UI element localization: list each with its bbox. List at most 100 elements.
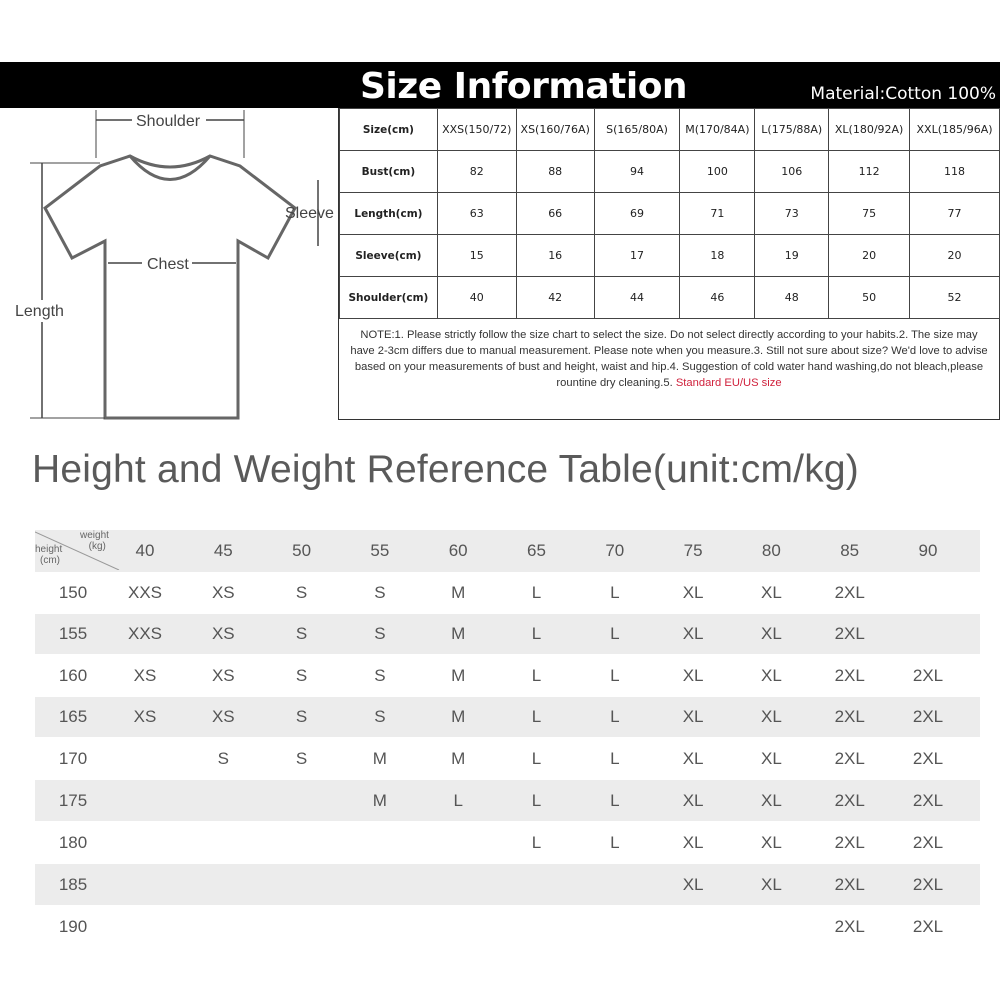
size-cell: 50 xyxy=(828,276,911,319)
size-cell: 44 xyxy=(593,276,681,319)
size-recommendation: S xyxy=(374,665,386,685)
size-recommendation: 2XL xyxy=(834,707,865,726)
size-recommendation: L xyxy=(453,790,463,810)
header-bar xyxy=(0,62,1000,108)
size-recommendation: M xyxy=(451,707,466,726)
size-cell: 77 xyxy=(909,192,1000,235)
size-recommendation: 2XL xyxy=(834,583,865,602)
size-recommendation: S xyxy=(295,583,308,602)
size-cell: 40 xyxy=(436,276,517,319)
size-recommendation: 2XL xyxy=(834,790,865,810)
size-recommendation: L xyxy=(610,624,620,643)
size-recommendation: L xyxy=(610,790,620,810)
page-title: Size Information xyxy=(360,66,688,107)
size-recommendation: XL xyxy=(760,874,782,894)
size-recommendation: L xyxy=(531,665,542,685)
size-cell: L(175/88A) xyxy=(754,108,830,151)
size-recommendation: XL xyxy=(682,832,704,852)
size-cell: 118 xyxy=(909,150,1000,193)
size-recommendation: XL xyxy=(682,583,704,602)
weight-header: 60 xyxy=(448,541,468,560)
size-recommendation: M xyxy=(451,624,466,643)
size-cell: 100 xyxy=(679,150,756,193)
weight-axis-label: weight (kg) xyxy=(80,530,109,552)
reference-row: 165 XS XS S S M L L XL XL 2XL 2XL xyxy=(35,697,980,737)
size-cell: Length(cm) xyxy=(339,192,438,235)
length-label: Length xyxy=(15,303,64,320)
size-recommendation: S xyxy=(217,748,229,768)
size-recommendation: L xyxy=(531,624,542,643)
size-cell: 48 xyxy=(754,276,830,319)
size-recommendation: 2XL xyxy=(912,874,944,894)
reference-title: Height and Weight Reference Table(unit:c… xyxy=(32,448,859,491)
size-cell: Sleeve(cm) xyxy=(339,234,438,277)
reference-row: 160 XS XS S S M L L XL XL 2XL 2XL xyxy=(35,654,980,697)
size-recommendation: L xyxy=(531,832,542,852)
size-recommendation: XL xyxy=(760,583,782,602)
size-recommendation: XL xyxy=(760,790,782,810)
weight-header: 85 xyxy=(840,541,860,560)
size-recommendation: XS xyxy=(211,707,235,726)
material-label: Material:Cotton 100% xyxy=(810,84,996,104)
size-cell: Bust(cm) xyxy=(339,150,438,193)
height-value: 180 xyxy=(58,832,88,852)
size-row: Bust(cm) 82 88 94 100 106 112 118 xyxy=(339,150,1000,193)
reference-row: 185 XL XL 2XL 2XL xyxy=(35,864,980,905)
size-recommendation: L xyxy=(610,583,620,602)
size-cell: 20 xyxy=(828,234,911,277)
size-cell: XL(180/92A) xyxy=(828,108,911,151)
size-recommendation: 2XL xyxy=(834,832,865,852)
height-value: 155 xyxy=(58,624,88,643)
size-recommendation: 2XL xyxy=(834,665,865,685)
size-recommendation: XS xyxy=(133,707,157,726)
height-value: 165 xyxy=(58,707,88,726)
shoulder-label: Shoulder xyxy=(136,113,201,130)
size-cell: 46 xyxy=(679,276,756,319)
reference-row: 170 S S M M L L XL XL 2XL 2XL xyxy=(35,737,980,780)
size-cell: XXS(150/72) xyxy=(436,108,517,151)
weight-header: 50 xyxy=(292,541,312,560)
weight-header: 75 xyxy=(683,541,703,560)
size-table-box: Size(cm) XXS(150/72) XS(160/76A) S(165/80A)… xyxy=(338,108,1000,420)
size-recommendation: 2XL xyxy=(912,748,944,768)
size-cell: 66 xyxy=(515,192,595,235)
reference-row: 190 2XL 2XL xyxy=(35,905,980,948)
size-recommendation: XL xyxy=(682,790,704,810)
size-cell: S(165/80A) xyxy=(593,108,681,151)
size-cell: 42 xyxy=(515,276,595,319)
height-weight-table: weight (kg) height (cm) 40 45 50 55 60 65 70 75 80… xyxy=(35,530,980,948)
size-recommendation: XL xyxy=(760,832,782,852)
size-recommendation: XL xyxy=(682,707,704,726)
size-cell: 71 xyxy=(679,192,756,235)
size-recommendation: S xyxy=(295,707,308,726)
height-value: 170 xyxy=(58,748,88,768)
size-cell: Size(cm) xyxy=(339,108,438,151)
reference-row: 180 L L XL XL 2XL 2XL xyxy=(35,821,980,864)
weight-header-row: weight (kg) height (cm) 40 45 50 55 60 65 70 75 80… xyxy=(35,530,980,572)
note-text: NOTE:1. Please strictly follow the size … xyxy=(350,329,988,389)
size-recommendation: XL xyxy=(760,707,782,726)
size-recommendation: 2XL xyxy=(912,832,944,852)
size-recommendation: XL xyxy=(682,624,704,643)
height-value: 175 xyxy=(58,790,88,810)
size-recommendation: L xyxy=(610,707,620,726)
size-recommendation: S xyxy=(374,624,386,643)
size-cell: XXL(185/96A) xyxy=(909,108,1000,151)
note-highlight: Standard EU/US size xyxy=(675,377,782,389)
weight-header: 70 xyxy=(605,541,625,560)
size-cell: 20 xyxy=(909,234,1000,277)
size-cell: 73 xyxy=(754,192,830,235)
size-table: Size(cm) XXS(150/72) XS(160/76A) S(165/80A)… xyxy=(339,108,1000,319)
size-recommendation: XS xyxy=(211,583,235,602)
size-cell: Shoulder(cm) xyxy=(339,276,438,319)
size-recommendation: L xyxy=(610,748,620,768)
size-recommendation: XS xyxy=(211,665,235,685)
size-recommendation: L xyxy=(531,707,542,726)
size-recommendation: M xyxy=(372,790,387,810)
size-recommendation: 2XL xyxy=(912,707,944,726)
size-recommendation: 2XL xyxy=(912,665,944,685)
size-cell: 69 xyxy=(593,192,681,235)
size-recommendation: XL xyxy=(760,665,782,685)
size-recommendation: M xyxy=(372,748,387,768)
size-recommendation: XXS xyxy=(127,624,163,643)
